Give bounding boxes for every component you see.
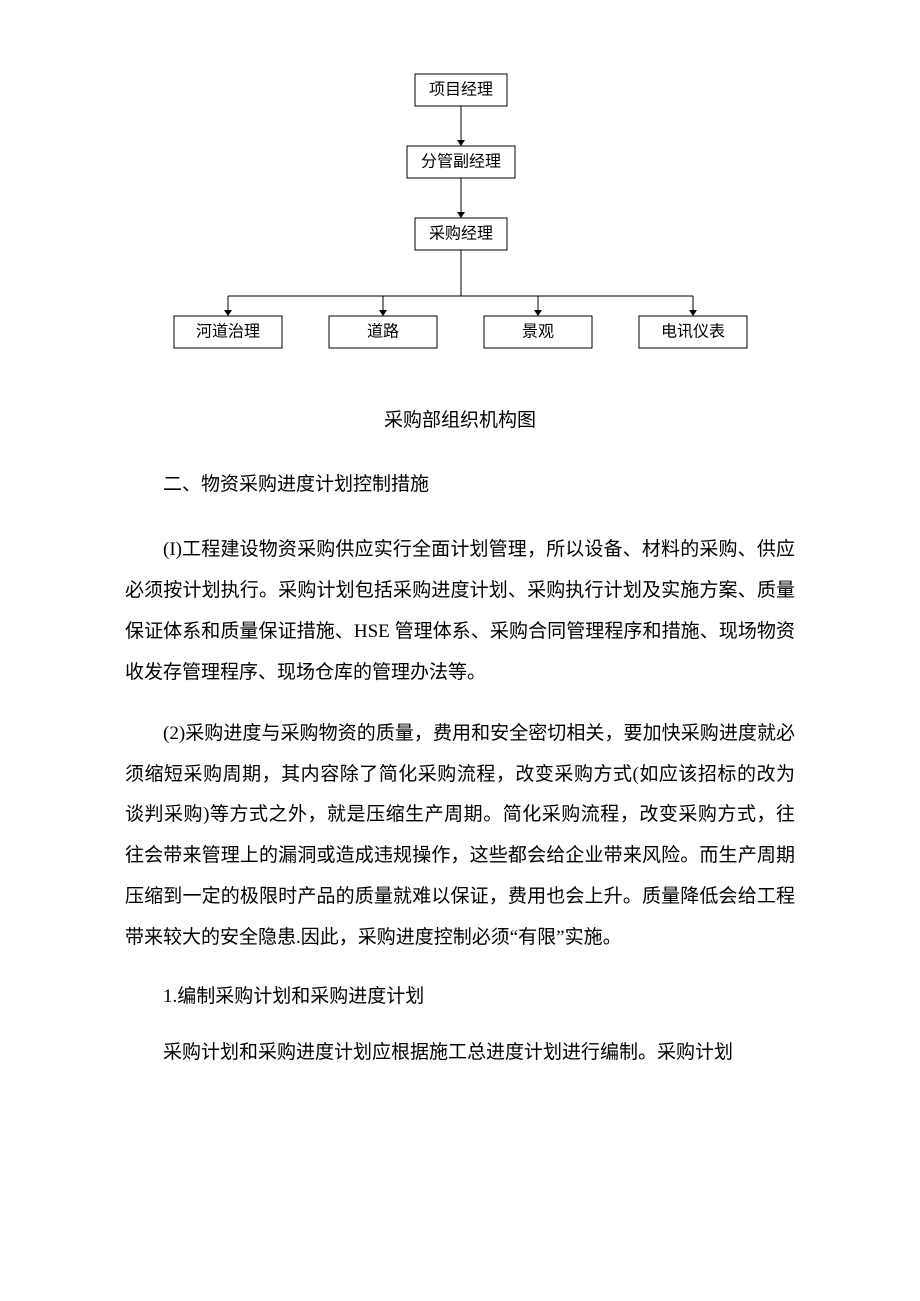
svg-text:项目经理: 项目经理 — [428, 81, 492, 99]
svg-text:河道治理: 河道治理 — [195, 323, 259, 341]
paragraph-3: 采购计划和采购进度计划应根据施工总进度计划进行编制。采购计划 — [125, 1033, 795, 1074]
section-heading: 二、物资采购进度计划控制措施 — [125, 470, 795, 500]
org-chart: 项目经理分管副经理采购经理河道治理 道路 景观 电讯仪表 — [125, 70, 795, 370]
svg-text:电讯仪表: 电讯仪表 — [660, 323, 724, 341]
paragraph-2: (2)采购进度与采购物资的质量，费用和安全密切相关，要加快采购进度就必须缩短采购… — [125, 714, 795, 959]
flowchart-svg: 项目经理分管副经理采购经理河道治理 道路 景观 电讯仪表 — [153, 70, 768, 370]
svg-text:分管副经理: 分管副经理 — [420, 153, 500, 171]
svg-text:采购经理: 采购经理 — [428, 225, 492, 243]
sub-heading-1: 1.编制采购计划和采购进度计划 — [125, 979, 795, 1015]
svg-text:景观: 景观 — [521, 324, 553, 341]
svg-text:道路: 道路 — [366, 323, 398, 341]
chart-caption: 采购部组织机构图 — [125, 405, 795, 432]
paragraph-1: (I)工程建设物资采购供应实行全面计划管理，所以设备、材料的采购、供应必须按计划… — [125, 530, 795, 693]
